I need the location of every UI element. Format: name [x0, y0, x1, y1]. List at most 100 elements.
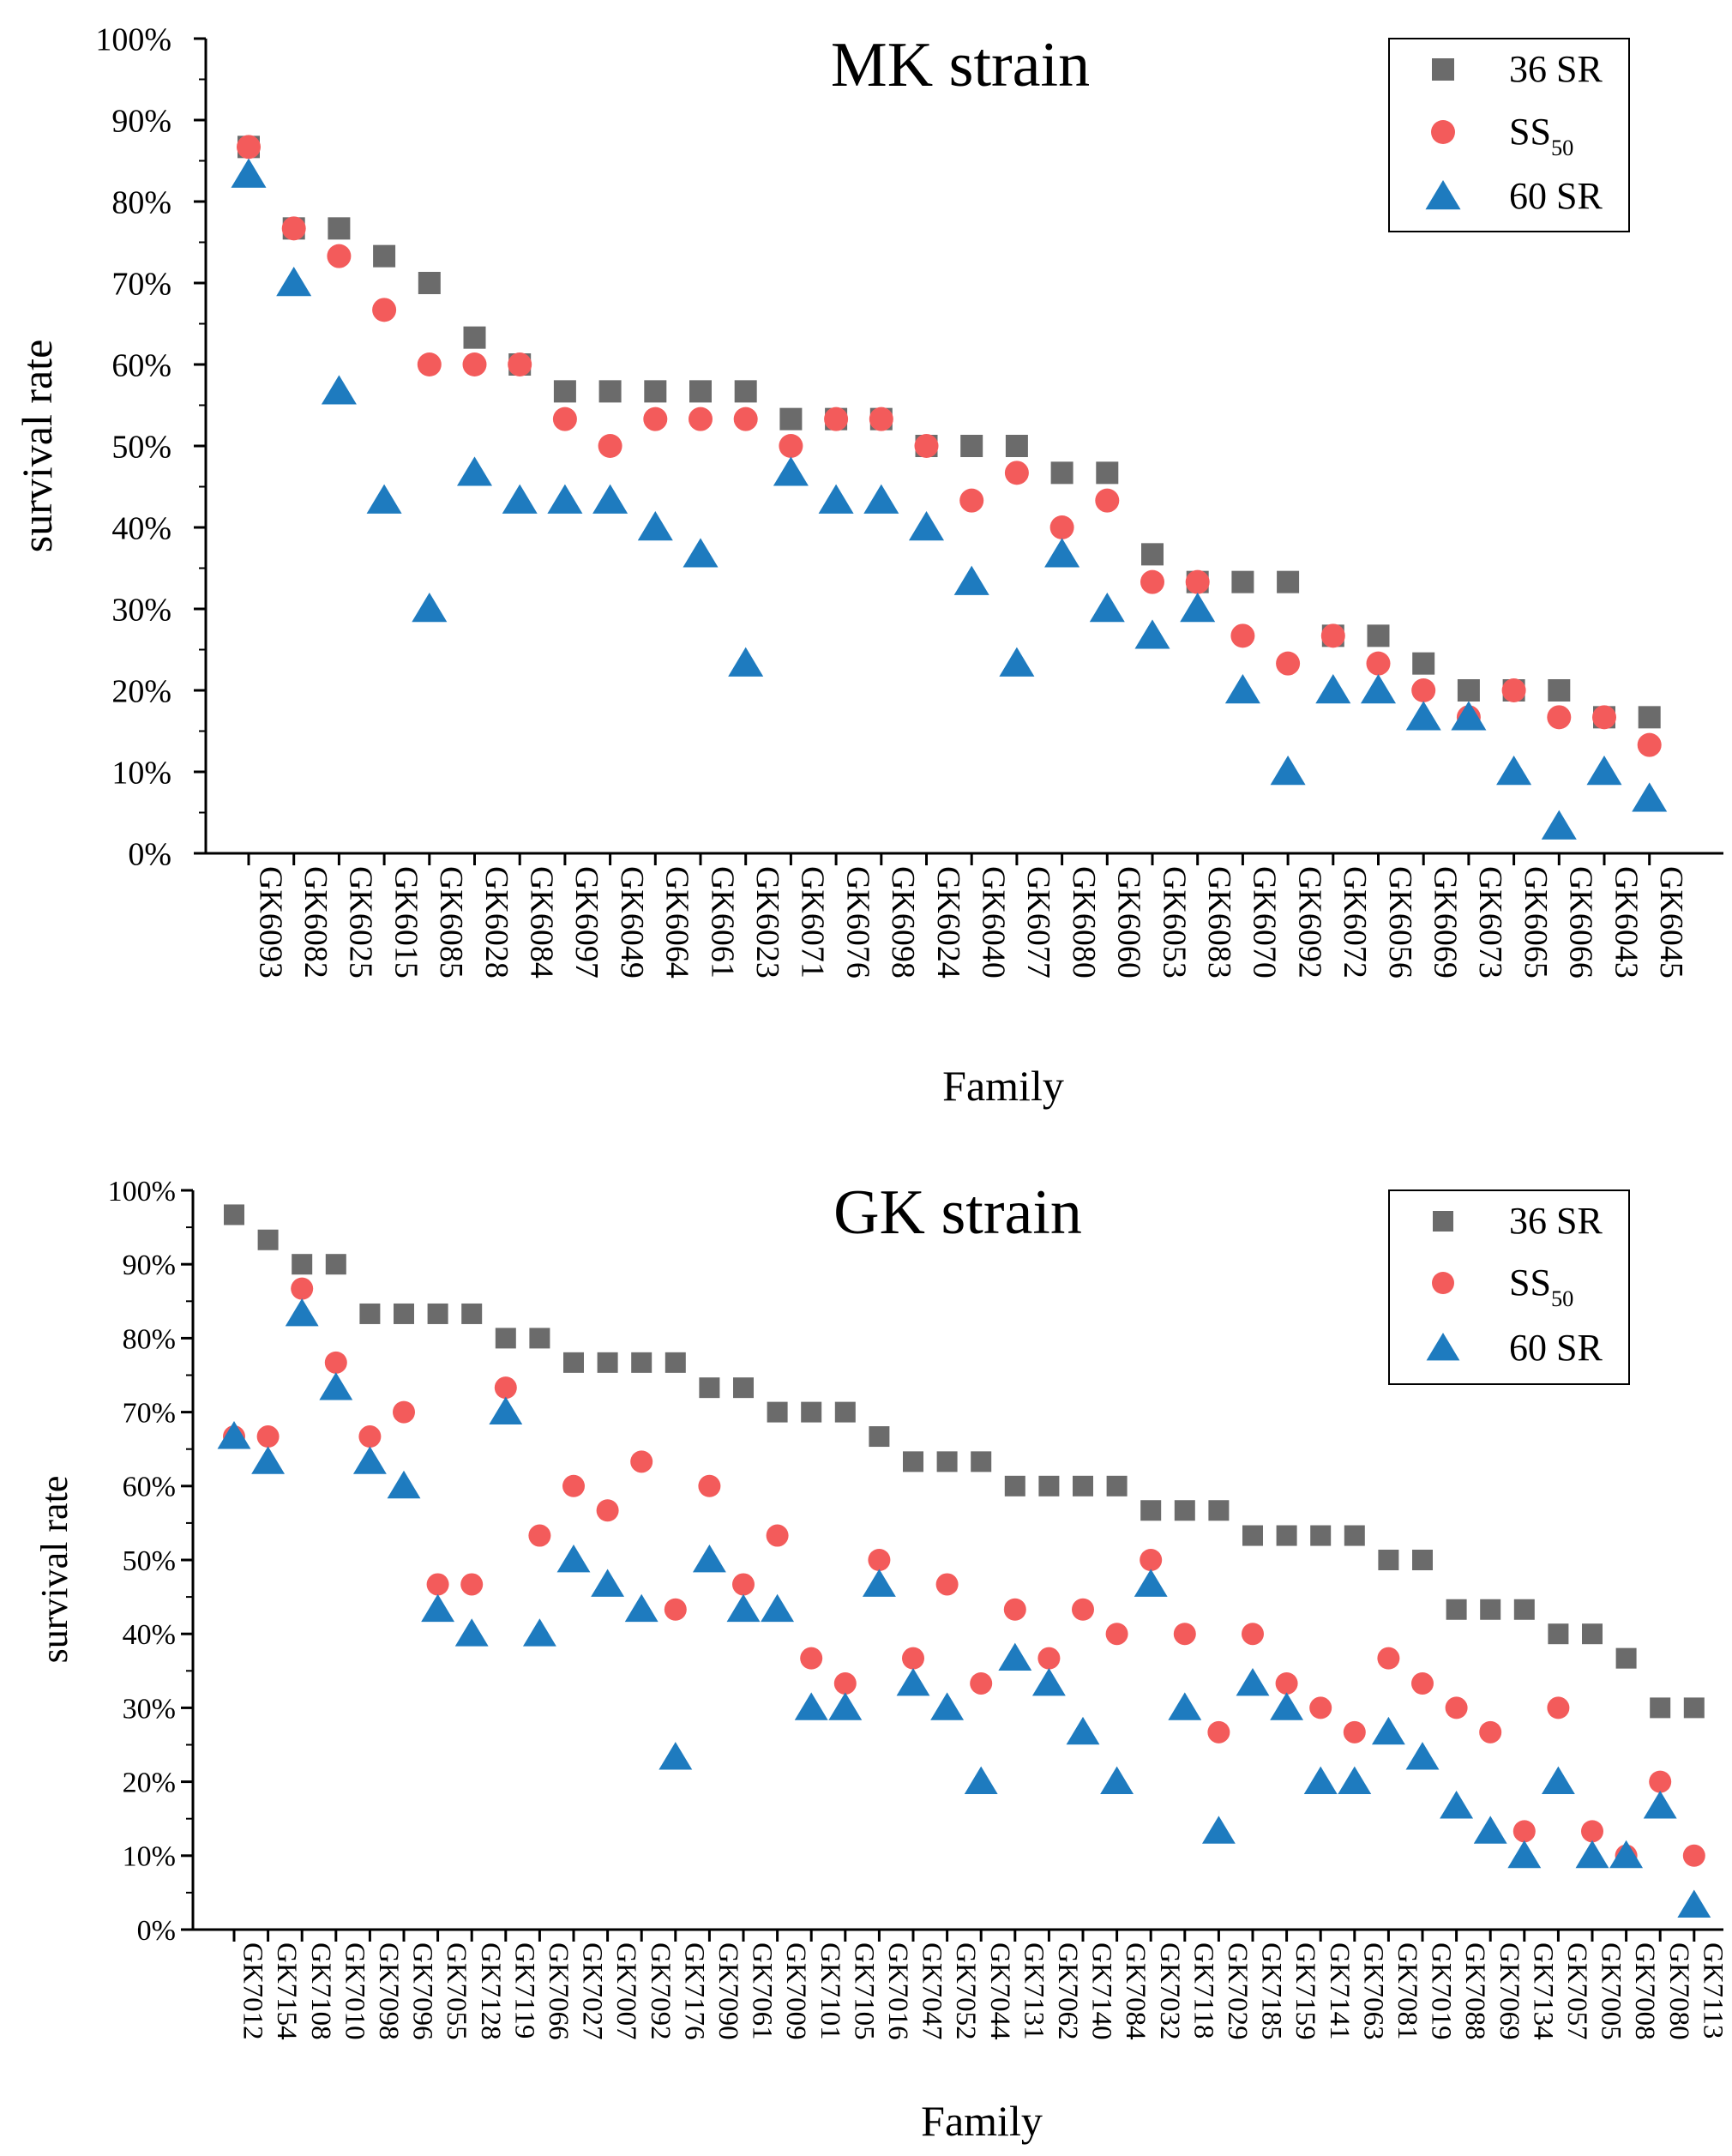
data-point-circle — [1276, 651, 1301, 676]
data-point-triangle — [285, 1298, 319, 1327]
data-point-triangle — [726, 1593, 761, 1623]
data-point-square — [1310, 1525, 1332, 1546]
data-point-triangle — [387, 1470, 421, 1499]
legend-label: SS50 — [1509, 111, 1573, 160]
x-tick-label: GK6056 — [1382, 866, 1418, 979]
data-point-triangle — [231, 158, 267, 188]
data-point-square — [1378, 1550, 1399, 1570]
data-point-square — [1038, 1475, 1060, 1497]
x-tick-label: GK7005 — [1596, 1942, 1627, 2040]
data-point-triangle — [592, 484, 628, 514]
data-point-square — [689, 380, 712, 403]
data-point-square — [529, 1328, 550, 1349]
x-tick-label: GK7084 — [1120, 1942, 1151, 2040]
data-point-triangle — [591, 1569, 625, 1597]
x-tick-label: GK6066 — [1563, 866, 1599, 979]
x-axis-title: Family — [942, 1062, 1064, 1110]
data-point-triangle — [1541, 810, 1577, 840]
legend-label-subscript: 50 — [1551, 1286, 1573, 1311]
data-point-triangle — [1031, 1667, 1066, 1696]
data-point-triangle — [1440, 1791, 1474, 1819]
x-tick-label: GK7044 — [984, 1942, 1015, 2040]
data-point-triangle — [964, 1766, 998, 1794]
data-point-circle — [1637, 732, 1662, 757]
data-point-square — [1276, 1525, 1297, 1546]
x-tick-label: GK6076 — [839, 866, 875, 979]
x-tick-label: GK6045 — [1653, 866, 1689, 979]
y-tick-label: 90% — [111, 103, 171, 139]
data-point-square — [801, 1401, 822, 1423]
data-point-square — [1582, 1623, 1603, 1645]
data-point-triangle — [1303, 1766, 1338, 1794]
y-tick-label: 70% — [123, 1398, 176, 1430]
x-tick-label: GK7159 — [1290, 1942, 1320, 2040]
data-point-triangle — [321, 375, 357, 405]
x-tick-label: GK7141 — [1324, 1942, 1355, 2040]
x-tick-label: GK6061 — [704, 866, 740, 979]
x-tick-label: GK6040 — [976, 866, 1012, 979]
chart-title: GK strain — [833, 1177, 1082, 1248]
y-tick-label: 30% — [123, 1693, 176, 1725]
data-point-circle — [1512, 1820, 1536, 1843]
data-point-triangle — [1496, 756, 1532, 786]
data-point-square — [1344, 1525, 1365, 1546]
data-point-triangle — [1632, 782, 1668, 812]
data-point-circle — [1140, 569, 1164, 594]
data-point-circle — [1095, 488, 1120, 513]
data-point-square — [767, 1401, 788, 1423]
data-point-square — [1073, 1475, 1093, 1497]
data-point-triangle — [659, 1742, 693, 1770]
data-point-triangle — [1089, 593, 1125, 623]
x-tick-label: GK6071 — [795, 866, 831, 979]
data-point-square — [394, 1303, 414, 1324]
x-tick-label: GK7118 — [1188, 1942, 1218, 2039]
data-point-circle — [562, 1474, 585, 1497]
y-tick-label: 70% — [111, 266, 171, 302]
data-point-triangle — [863, 484, 899, 514]
data-point-triangle — [896, 1667, 930, 1696]
data-point-square — [427, 1303, 448, 1324]
x-tick-label: GK7027 — [577, 1942, 608, 2040]
data-point-triangle — [1643, 1791, 1677, 1819]
legend-triangle-icon — [1426, 1333, 1460, 1361]
y-tick-label: 20% — [111, 673, 171, 709]
x-tick-label: GK6028 — [478, 866, 514, 979]
y-tick-label: 40% — [111, 510, 171, 546]
data-point-square — [665, 1352, 686, 1373]
legend-circle-icon — [1432, 1272, 1454, 1294]
y-tick-label: 100% — [108, 1176, 176, 1207]
data-point-triangle — [728, 647, 764, 677]
data-point-square — [1004, 1475, 1025, 1497]
data-point-square — [292, 1254, 313, 1275]
data-point-triangle — [556, 1545, 591, 1573]
chart-mk: 0% 10% 20% 30% 40% 50% 60% 70% 80% 90% 100% GK6093 G… — [13, 21, 1723, 1110]
x-tick-label: GK7113 — [1697, 1942, 1728, 2039]
data-point-square — [1446, 1599, 1467, 1620]
data-point-circle — [1411, 678, 1436, 702]
data-point-circle — [1003, 1598, 1026, 1621]
data-point-triangle — [637, 511, 673, 541]
x-tick-label: GK6077 — [1020, 866, 1056, 979]
data-point-circle — [358, 1425, 382, 1448]
x-tick-label: GK7119 — [508, 1942, 539, 2039]
data-point-square — [1480, 1599, 1501, 1620]
x-tick-label: GK7090 — [713, 1942, 743, 2040]
data-point-circle — [462, 352, 487, 376]
x-tick-label: GK7140 — [1086, 1942, 1117, 2040]
y-tick-label: 10% — [123, 1841, 176, 1873]
x-tick-label: GK6092 — [1291, 866, 1327, 979]
x-tick-label: GK6060 — [1111, 866, 1147, 979]
x-tick-label: GK7185 — [1256, 1942, 1287, 2040]
data-point-triangle — [818, 484, 854, 514]
data-point-circle — [1547, 1696, 1570, 1719]
data-point-circle — [1230, 623, 1255, 648]
y-tick-label: 0% — [137, 1915, 176, 1947]
x-tick-label: GK6084 — [524, 866, 560, 979]
data-point-triangle — [1677, 1889, 1711, 1918]
data-point-triangle — [1405, 701, 1441, 731]
data-point-circle — [1445, 1696, 1468, 1719]
y-tick-label: 100% — [95, 21, 171, 57]
y-tick-label: 80% — [111, 184, 171, 220]
y-tick-label: 0% — [128, 836, 171, 872]
x-tick-label: GK6043 — [1608, 866, 1644, 979]
